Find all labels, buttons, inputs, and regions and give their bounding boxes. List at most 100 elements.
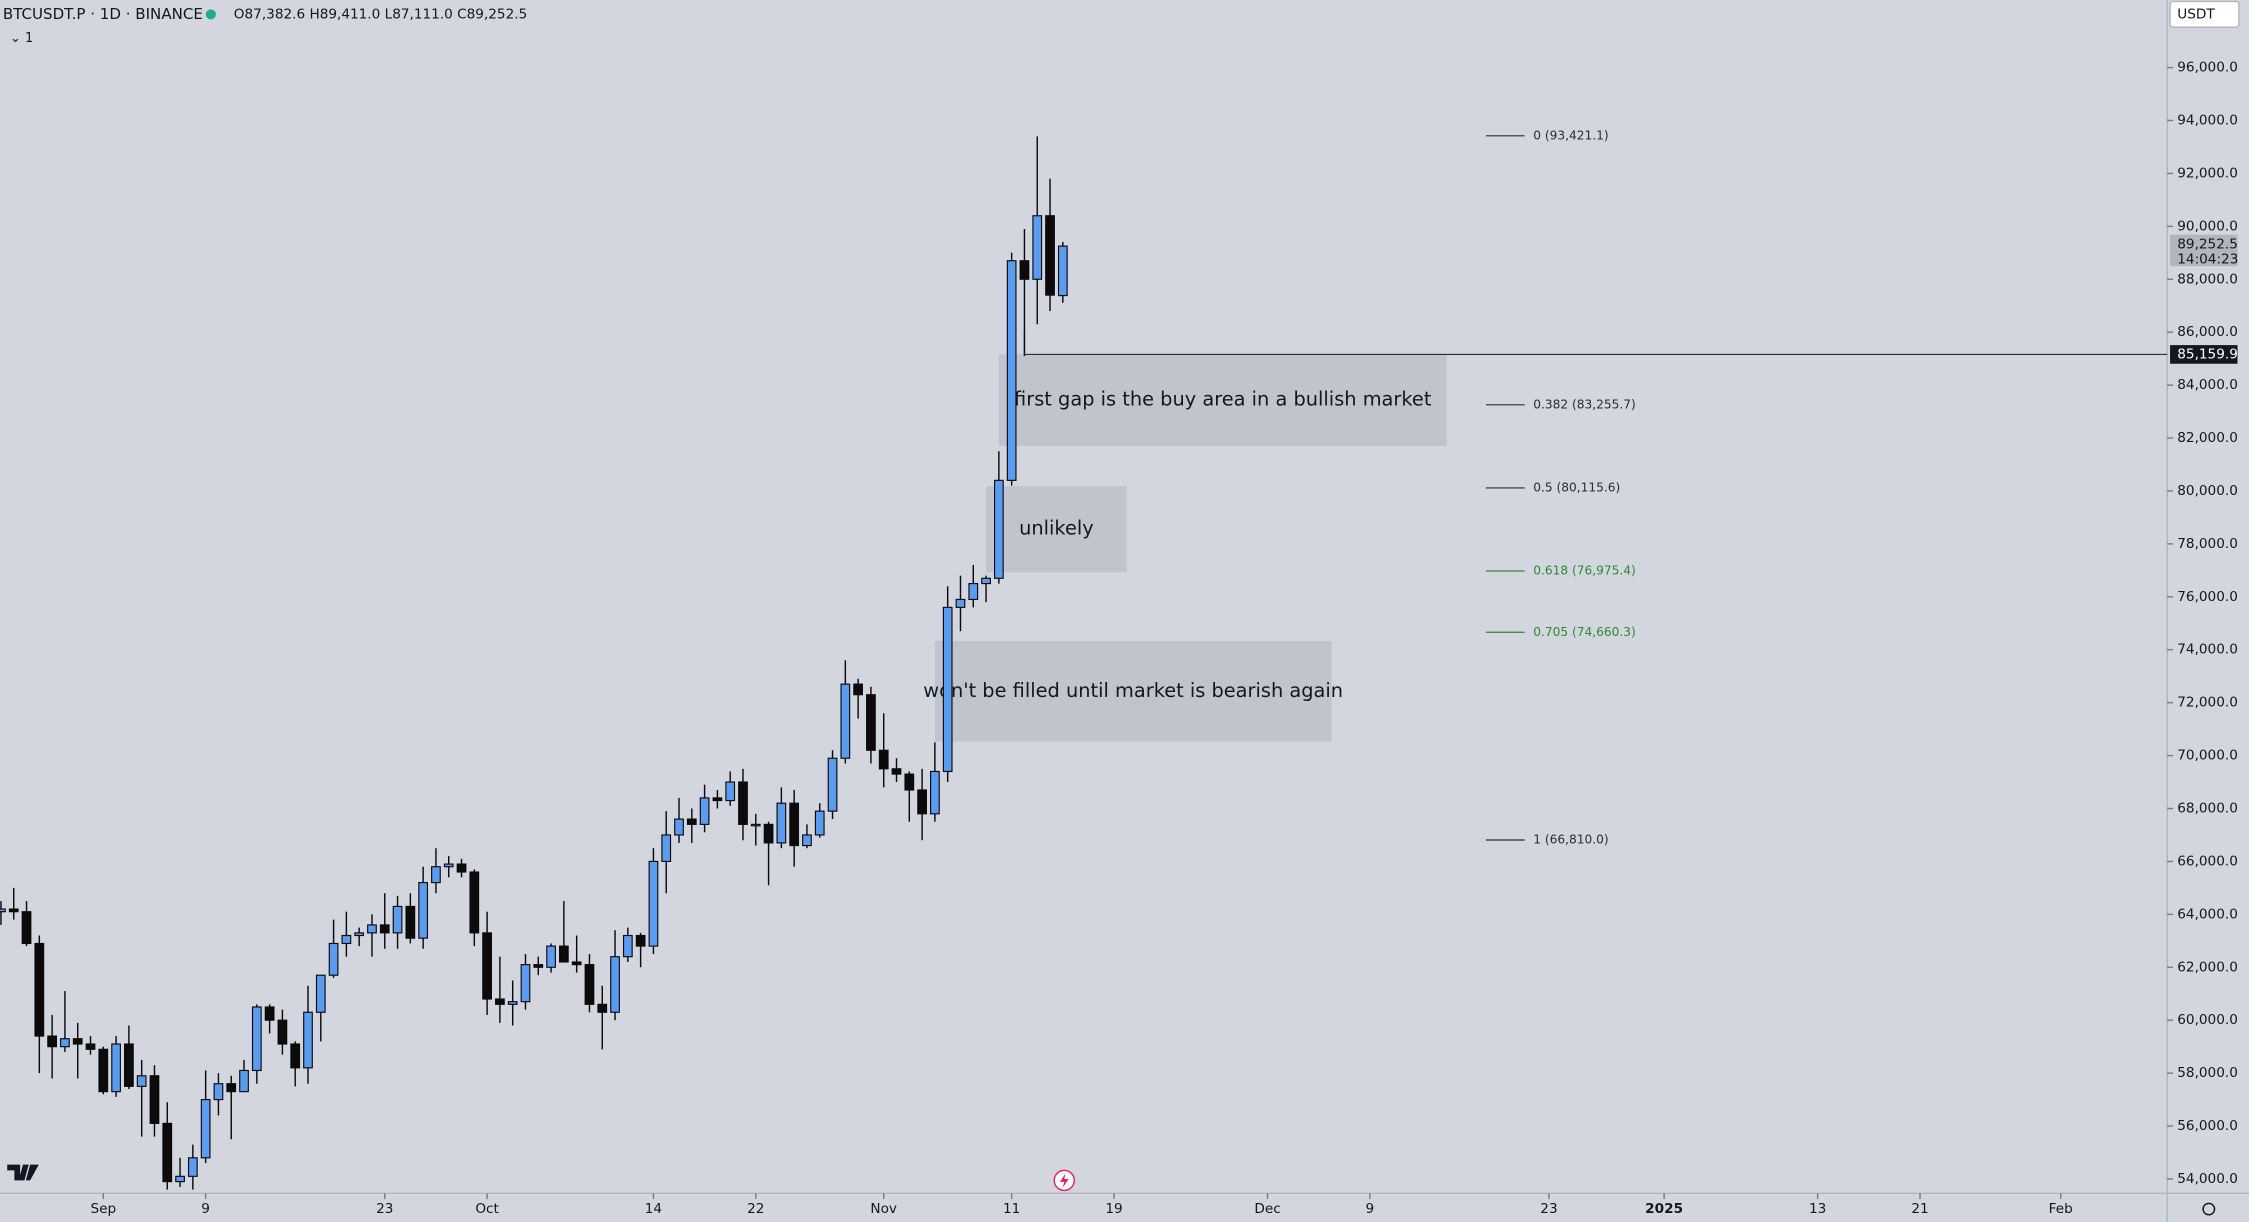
candle-body bbox=[942, 606, 953, 773]
candle-body bbox=[904, 773, 915, 791]
candle-body bbox=[469, 871, 480, 934]
gap-box bbox=[998, 354, 1447, 446]
candle-body bbox=[1006, 260, 1017, 481]
x-tick-label: Feb bbox=[2049, 1201, 2073, 1217]
candle-body bbox=[482, 932, 492, 1000]
gap-box-label: unlikely bbox=[1019, 517, 1094, 540]
y-tick-label: 96,000.0 bbox=[2177, 60, 2238, 76]
candle-body bbox=[290, 1043, 301, 1069]
y-tick-label: 76,000.0 bbox=[2177, 589, 2238, 605]
candle-body bbox=[200, 1099, 211, 1159]
settings-icon[interactable] bbox=[2202, 1202, 2216, 1216]
candle-body bbox=[443, 863, 454, 868]
x-tick-label: 23 bbox=[1540, 1201, 1557, 1217]
candle-body bbox=[917, 789, 927, 815]
x-tick-label: 13 bbox=[1809, 1201, 1826, 1217]
currency[interactable]: USDT bbox=[2177, 6, 2215, 22]
candle-body bbox=[85, 1043, 96, 1050]
x-tick-label: 21 bbox=[1911, 1201, 1928, 1217]
candle-body bbox=[456, 863, 467, 873]
gap-box bbox=[986, 486, 1127, 573]
candle-body bbox=[738, 781, 748, 825]
gap-box-label: won't be filled until market is bearish … bbox=[923, 679, 1343, 702]
y-tick-label: 70,000.0 bbox=[2177, 748, 2238, 764]
y-tick-label: 86,000.0 bbox=[2177, 324, 2238, 340]
candle-body bbox=[866, 694, 876, 751]
candle-body bbox=[1045, 215, 1055, 296]
y-tick-label: 62,000.0 bbox=[2177, 959, 2238, 975]
logo bbox=[7, 1164, 39, 1181]
candle-body bbox=[34, 942, 45, 1037]
indicator-toggle[interactable]: ⌄ 1 bbox=[10, 31, 33, 46]
fib-label: 0.382 (83,255.7) bbox=[1533, 397, 1636, 411]
candle-body bbox=[597, 1003, 608, 1013]
x-tick-label: 9 bbox=[201, 1201, 210, 1217]
candle-body bbox=[60, 1038, 70, 1048]
fib-label: 0 (93,421.1) bbox=[1533, 128, 1608, 142]
candle-body bbox=[1032, 215, 1043, 280]
y-tick-label: 58,000.0 bbox=[2177, 1065, 2238, 1081]
candle-body bbox=[712, 797, 723, 802]
gap-box bbox=[934, 640, 1332, 742]
candle-body bbox=[674, 818, 684, 836]
candle-body bbox=[981, 577, 991, 585]
candle-body bbox=[72, 1038, 83, 1045]
fib-label: 0.705 (74,660.3) bbox=[1533, 625, 1636, 639]
candle-body bbox=[251, 1006, 262, 1072]
candle-body bbox=[187, 1157, 198, 1177]
candle-body bbox=[21, 911, 32, 945]
y-tick-label: 68,000.0 bbox=[2177, 801, 2238, 817]
y-tick-label: 72,000.0 bbox=[2177, 695, 2238, 711]
candle-body bbox=[955, 598, 966, 608]
y-tick-label: 60,000.0 bbox=[2177, 1012, 2238, 1028]
ohlc: O87,382.6 H89,411.0 L87,111.0 C89,252.5 bbox=[234, 6, 527, 22]
y-tick-label: 84,000.0 bbox=[2177, 377, 2238, 393]
candle-body bbox=[558, 945, 569, 963]
candle-body bbox=[0, 908, 6, 913]
x-tick-label: 9 bbox=[1366, 1201, 1375, 1217]
x-tick-label: 14 bbox=[645, 1201, 662, 1217]
candle-body bbox=[878, 749, 889, 770]
x-tick-label: Dec bbox=[1254, 1201, 1280, 1217]
candle-body bbox=[175, 1175, 185, 1183]
candle-body bbox=[315, 974, 326, 1013]
candle-body bbox=[303, 1011, 313, 1069]
y-tick-label: 54,000.0 bbox=[2177, 1171, 2238, 1187]
candle-body bbox=[495, 998, 505, 1005]
candle-body bbox=[1057, 245, 1068, 297]
x-tick-label: Nov bbox=[870, 1201, 897, 1217]
x-tick-label: 23 bbox=[376, 1201, 393, 1217]
candle-body bbox=[968, 582, 979, 601]
candle-body bbox=[802, 834, 812, 847]
status-dot bbox=[205, 9, 216, 20]
candle-body bbox=[853, 683, 864, 696]
candle-body bbox=[392, 905, 403, 934]
y-tick-label: 74,000.0 bbox=[2177, 642, 2238, 658]
x-tick-label: Sep bbox=[90, 1201, 116, 1217]
candle-body bbox=[546, 945, 556, 968]
candle-body bbox=[891, 768, 902, 775]
fib-label: 0.618 (76,975.4) bbox=[1533, 563, 1636, 577]
x-tick-label: Oct bbox=[475, 1201, 499, 1217]
x-tick-label: 2025 bbox=[1645, 1201, 1683, 1217]
candle-body bbox=[533, 964, 544, 968]
y-tick-label: 80,000.0 bbox=[2177, 483, 2238, 499]
candle-body bbox=[610, 956, 620, 1013]
candle-body bbox=[622, 934, 633, 958]
price-line-tag bbox=[2170, 345, 2238, 364]
y-tick-label: 88,000.0 bbox=[2177, 271, 2238, 287]
candle-body bbox=[341, 934, 352, 945]
y-tick-label: 56,000.0 bbox=[2177, 1118, 2238, 1134]
candle-body bbox=[111, 1043, 121, 1093]
y-tick-label: 78,000.0 bbox=[2177, 536, 2238, 552]
candle-body bbox=[124, 1043, 134, 1087]
candle-body bbox=[840, 683, 851, 759]
events-icon-bolt bbox=[1059, 1173, 1069, 1188]
candle-body bbox=[814, 810, 825, 836]
last-price-tag bbox=[2170, 234, 2238, 267]
candle-body bbox=[47, 1035, 57, 1048]
candle-body bbox=[686, 818, 697, 825]
currency-button[interactable] bbox=[2169, 0, 2240, 28]
candle-body bbox=[379, 924, 390, 934]
